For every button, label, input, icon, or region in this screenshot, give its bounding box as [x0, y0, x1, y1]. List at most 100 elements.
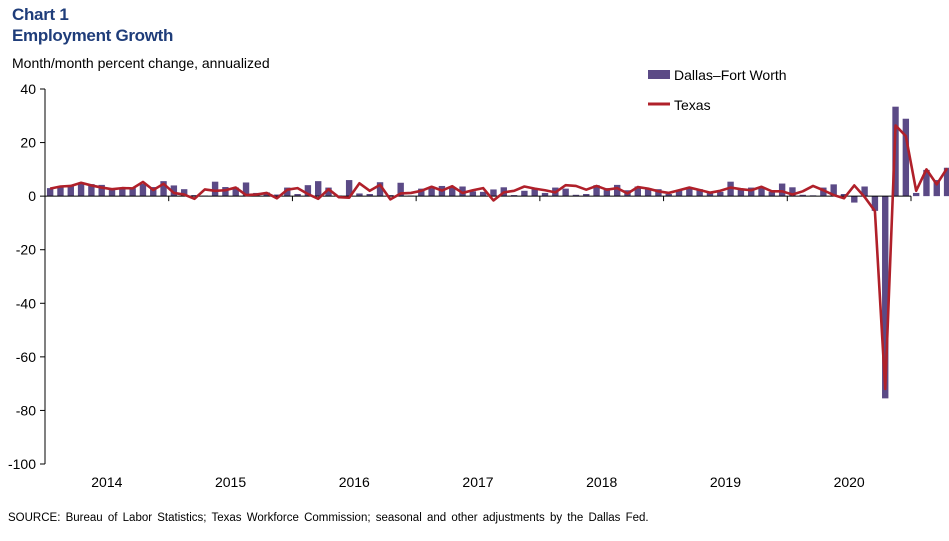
dfw-bar	[356, 193, 363, 197]
source-note: SOURCE: Bureau of Labor Statistics; Texa…	[8, 512, 649, 524]
dfw-bar	[634, 186, 641, 197]
dfw-bar	[696, 189, 703, 197]
dfw-bar	[820, 187, 827, 197]
dfw-bar	[232, 187, 239, 197]
legend-swatch-dfw	[648, 70, 670, 79]
dfw-bar	[315, 181, 322, 197]
dfw-bar	[902, 118, 910, 197]
texas-line-group	[49, 124, 949, 391]
y-tick-label: -20	[16, 242, 36, 258]
dfw-bar	[840, 194, 848, 197]
y-tick-label: -80	[16, 402, 36, 418]
dfw-bar	[593, 185, 600, 197]
dfw-bar	[531, 189, 538, 197]
dfw-bar	[376, 182, 384, 197]
dfw-bar	[366, 194, 373, 197]
y-tick-label: -40	[16, 295, 36, 311]
dfw-bar	[799, 194, 806, 197]
legend-label-dfw: Dallas–Fort Worth	[674, 67, 787, 83]
dfw-bar	[77, 182, 85, 197]
dfw-bar	[459, 186, 466, 197]
dfw-bar	[397, 182, 404, 197]
dfw-bar	[851, 196, 858, 203]
dfw-bar	[160, 181, 167, 197]
dfw-bar	[706, 192, 714, 197]
dfw-bar	[67, 185, 74, 197]
dfw-bars	[46, 106, 949, 399]
y-tick-label: -100	[8, 456, 36, 472]
dfw-bar	[748, 187, 755, 197]
dfw-bar	[665, 194, 672, 197]
dfw-bar	[521, 190, 528, 197]
dfw-bar	[778, 183, 786, 197]
dfw-bar	[510, 195, 518, 197]
dfw-bar	[222, 187, 229, 197]
x-tick-label: 2015	[215, 474, 246, 490]
x-tick-label: 2017	[462, 474, 493, 490]
dfw-bar	[933, 180, 940, 197]
dfw-bar	[923, 169, 930, 197]
dfw-bar	[943, 167, 949, 197]
dfw-bar	[119, 187, 126, 197]
dfw-bar	[46, 188, 54, 197]
dfw-bar	[284, 187, 291, 197]
legend: Dallas–Fort Worth Texas	[648, 67, 787, 113]
dfw-bar	[655, 189, 662, 197]
y-tick-label: 40	[20, 81, 36, 97]
dfw-bar	[242, 182, 250, 197]
dfw-bar	[294, 194, 301, 197]
dfw-bar	[830, 184, 837, 197]
dfw-bar	[603, 188, 611, 197]
legend-label-texas: Texas	[674, 97, 711, 113]
dfw-bar	[758, 188, 765, 197]
dfw-bar	[613, 184, 621, 197]
dfw-bar	[541, 192, 549, 197]
dfw-bar	[108, 188, 116, 197]
dfw-bar	[479, 191, 487, 197]
x-tick-label: 2020	[834, 474, 865, 490]
dfw-bar	[469, 191, 477, 197]
y-tick-label: 0	[28, 188, 36, 204]
dfw-bar	[861, 186, 868, 197]
dfw-bar	[345, 180, 353, 197]
y-tick-label: 20	[20, 135, 36, 151]
texas-line	[49, 124, 949, 391]
x-tick-label: 2018	[586, 474, 617, 490]
dfw-bar	[211, 181, 219, 197]
dfw-bar	[768, 191, 776, 197]
dfw-bar	[325, 187, 332, 197]
dfw-bar	[572, 194, 580, 197]
x-tick-label: 2014	[91, 474, 122, 490]
dfw-bar	[717, 191, 724, 197]
dfw-bar	[490, 189, 497, 197]
dfw-bar	[170, 185, 178, 197]
x-tick-label: 2019	[710, 474, 741, 490]
dfw-bar	[583, 194, 590, 197]
axes: 40 20 0 -20 -40 -60 -80 -100 2014 2015 2016 2017 201…	[8, 81, 912, 490]
dfw-bar	[737, 188, 745, 197]
dfw-bar	[98, 184, 105, 197]
dfw-bar	[675, 190, 683, 197]
dfw-bar	[273, 194, 281, 197]
dfw-bar	[562, 188, 569, 197]
chart-number: Chart 1	[12, 5, 69, 24]
chart-title: Employment Growth	[12, 26, 174, 45]
x-tick-label: 2016	[339, 474, 370, 490]
y-axis-label: Month/month percent change, annualized	[12, 55, 270, 71]
dfw-bar	[882, 196, 889, 399]
dfw-bar	[644, 188, 652, 197]
dfw-bar	[139, 183, 147, 197]
dfw-bar	[88, 184, 95, 197]
dfw-bar	[129, 188, 136, 197]
dfw-bar	[387, 195, 394, 197]
y-tick-label: -60	[16, 349, 36, 365]
dfw-bar	[871, 196, 879, 211]
dfw-bar	[789, 187, 796, 197]
dfw-bar	[57, 186, 64, 197]
dfw-bar	[686, 188, 693, 197]
dfw-bar	[428, 188, 435, 197]
dfw-bar	[418, 188, 425, 197]
dfw-bar	[150, 187, 157, 197]
dfw-bar	[180, 189, 188, 197]
